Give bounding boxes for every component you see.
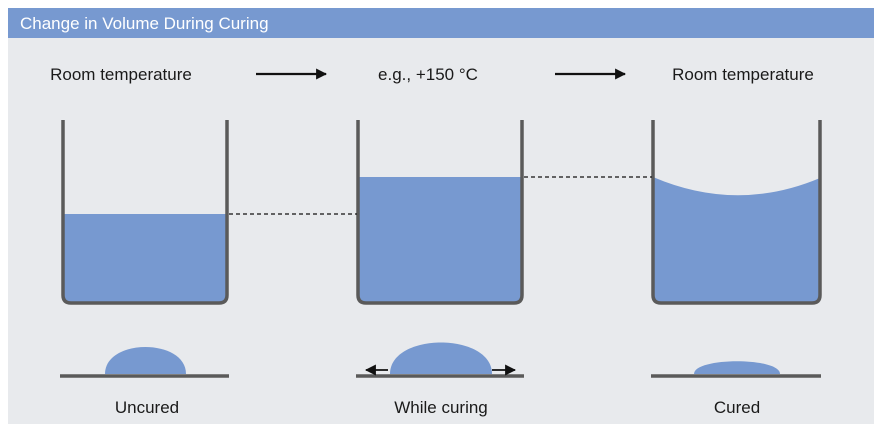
container-uncured — [61, 120, 229, 305]
state-label-uncured: Uncured — [115, 398, 179, 417]
beaker-uncured — [61, 120, 229, 305]
droplet-cured — [651, 361, 821, 378]
curing-diagram: Room temperature e.g., +150 °C Room temp… — [50, 65, 822, 417]
droplet-uncured — [60, 347, 229, 378]
liquid-uncured — [63, 214, 227, 303]
temperature-label-curing: e.g., +150 °C — [378, 65, 478, 84]
liquid-cured — [653, 177, 820, 303]
beaker-cured — [651, 120, 822, 305]
temperature-label-end: Room temperature — [672, 65, 814, 84]
droplet-curing — [356, 342, 524, 378]
liquid-curing — [358, 177, 522, 303]
page-title: Change in Volume During Curing — [20, 14, 269, 33]
container-curing — [356, 120, 524, 305]
diagram-panel: Change in Volume During Curing Room temp… — [8, 8, 874, 424]
state-label-cured: Cured — [714, 398, 760, 417]
temperature-label-start: Room temperature — [50, 65, 192, 84]
state-label-curing: While curing — [394, 398, 488, 417]
beaker-curing — [356, 120, 524, 305]
container-cured — [651, 120, 822, 305]
header-bar: Change in Volume During Curing — [8, 8, 874, 38]
